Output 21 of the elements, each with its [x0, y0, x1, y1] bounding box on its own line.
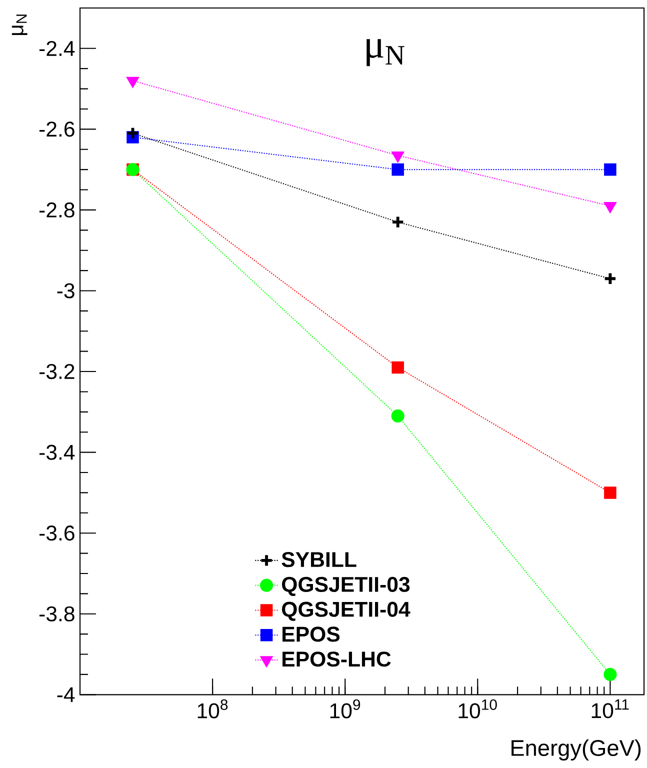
y-axis-title: μ$_{N}$ [12, 14, 28, 36]
legend-label: SYBILL [282, 552, 356, 568]
legend-label: EPOS [282, 626, 340, 642]
x-tick-label: 10$^{9}$ [330, 699, 360, 718]
y-tick-label: -3.6 [39, 526, 74, 541]
x-tick-label: 10$^{11}$ [592, 699, 629, 718]
x-tick-label: 10$^{10}$ [458, 699, 497, 718]
y-tick-label: -3.8 [39, 606, 74, 622]
y-tick-label: -4 [57, 687, 75, 702]
y-tick-label: -2.8 [39, 202, 74, 218]
x-tick-label: 10$^{8}$ [198, 699, 228, 718]
legend-label: EPOS-LHC [282, 652, 391, 667]
text: μ$_{N}$ [366, 39, 404, 66]
x-axis-title: Energy(GeV) [512, 739, 641, 761]
y-tick-label: -3.2 [39, 364, 74, 380]
y-tick-label: -2.4 [39, 40, 75, 56]
y-tick-label: -3.4 [39, 444, 75, 460]
legend-label: QGSJETII-03 [282, 576, 410, 596]
y-tick-label: -2.6 [39, 122, 74, 137]
legend-label: QGSJETII-04 [282, 602, 410, 621]
y-tick-label: -3 [57, 283, 74, 298]
